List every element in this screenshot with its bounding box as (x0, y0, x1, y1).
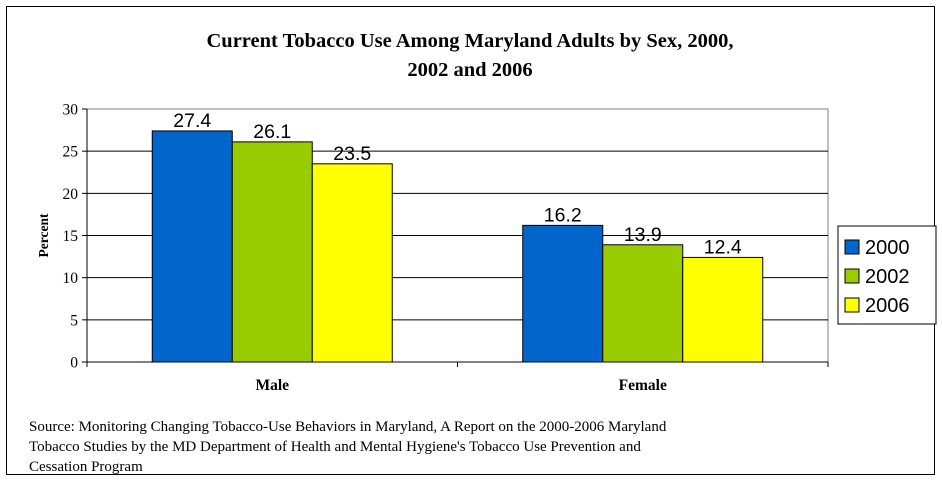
y-tick-label: 0 (70, 355, 78, 372)
bar-2002 (231, 141, 313, 363)
source-line-3: Cessation Program (29, 459, 143, 475)
bar-2006 (311, 163, 393, 363)
bar-2000 (522, 224, 604, 363)
bar-2000 (151, 130, 233, 363)
legend-label-2006: 2006 (865, 295, 910, 317)
y-tick-label: 10 (63, 270, 79, 287)
y-tick-label: 30 (63, 102, 79, 119)
legend-label-2000: 2000 (865, 237, 910, 259)
data-label: 23.5 (333, 143, 371, 165)
legend-swatch-2000 (844, 239, 860, 255)
source-line-1: Source: Monitoring Changing Tobacco-Use … (29, 419, 667, 435)
data-label: 27.4 (173, 110, 211, 132)
chart-title-line-1: Current Tobacco Use Among Maryland Adult… (206, 30, 734, 52)
data-label: 16.2 (544, 204, 582, 226)
bar-2002 (602, 244, 684, 363)
legend-label-2002: 2002 (865, 266, 910, 288)
category-label: Male (255, 377, 289, 394)
source-note: Source: Monitoring Changing Tobacco-Use … (29, 417, 919, 477)
category-label: Female (619, 377, 667, 394)
y-tick-label: 15 (63, 228, 79, 245)
source-line-2: Tobacco Studies by the MD Department of … (29, 439, 641, 455)
legend-swatch-2006 (844, 297, 860, 313)
legend-swatch-2002 (844, 268, 860, 284)
y-tick-label: 5 (70, 312, 78, 329)
y-tick-label: 25 (63, 144, 79, 161)
data-label: 13.9 (624, 224, 662, 246)
data-label: 26.1 (253, 121, 291, 143)
chart-title-line-2: 2002 and 2006 (407, 59, 533, 81)
y-tick-label: 20 (63, 186, 79, 203)
y-axis-title: Percent (36, 213, 51, 257)
data-label: 12.4 (704, 236, 742, 258)
bar-2006 (682, 256, 764, 363)
